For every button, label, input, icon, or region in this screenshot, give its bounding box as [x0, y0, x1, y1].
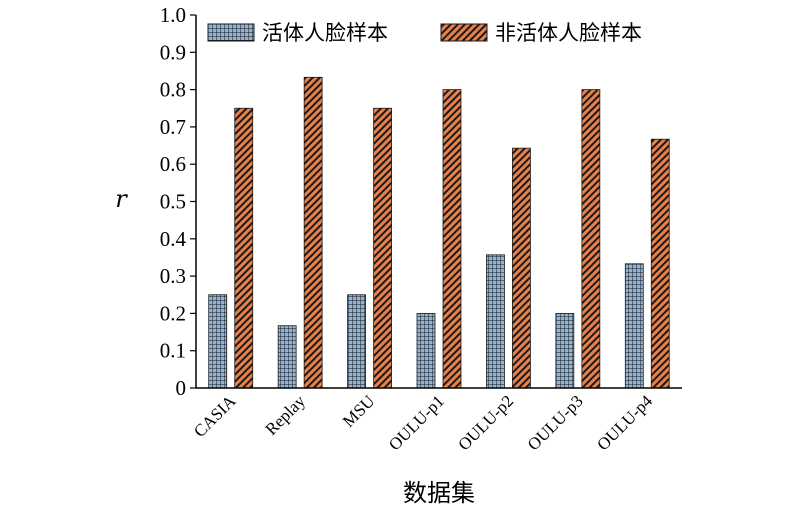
x-tick-label: OULU-p3	[524, 391, 587, 454]
y-tick-label: 0.4	[160, 227, 187, 251]
y-tick-label: 0.2	[160, 301, 186, 325]
bar-spoof-oulu-p2	[512, 147, 531, 389]
y-axis-title: r	[115, 185, 128, 213]
x-tick-label: Replay	[261, 391, 309, 439]
x-tick-label: OULU-p4	[593, 391, 656, 454]
bar-spoof-msu	[373, 107, 392, 389]
y-tick-label: 0.3	[160, 264, 186, 288]
bar-live-msu	[347, 294, 366, 389]
y-tick-label: 0.8	[160, 78, 186, 102]
bar-live-oulu-p3	[555, 312, 575, 389]
bar-live-oulu-p4	[624, 263, 644, 389]
bars-group	[208, 76, 670, 389]
legend-swatch-live	[207, 23, 255, 42]
x-tick-label: MSU	[339, 391, 378, 430]
bar-live-replay	[277, 325, 297, 389]
bar-live-oulu-p2	[486, 254, 505, 389]
bar-spoof-replay	[303, 76, 323, 389]
x-tick-label: CASIA	[190, 391, 240, 441]
bar-live-casia	[208, 294, 228, 389]
y-tick-label: 0.7	[160, 115, 186, 139]
legend-label-live: 活体人脸样本	[262, 21, 388, 45]
y-tick-label: 0.6	[160, 152, 186, 176]
y-tick-label: 0	[176, 376, 187, 400]
legend-swatch-spoof	[440, 23, 488, 42]
x-axis-title: 数据集	[403, 479, 475, 507]
x-tick-label: OULU-p1	[385, 391, 448, 454]
bar-spoof-oulu-p4	[650, 138, 670, 389]
y-tick-label: 1.0	[160, 3, 186, 27]
legend: 活体人脸样本 非活体人脸样本	[207, 21, 642, 45]
bar-spoof-oulu-p3	[581, 89, 601, 389]
bar-live-oulu-p1	[416, 312, 436, 389]
bar-spoof-casia	[234, 107, 254, 389]
y-tick-label: 0.5	[160, 190, 186, 214]
bar-spoof-oulu-p1	[442, 89, 462, 389]
x-tick-label: OULU-p2	[454, 391, 517, 454]
x-axis-labels: CASIA Replay MSU OULU-p1 OULU-p2 OULU-p3 OULU-…	[190, 391, 656, 454]
y-axis-ticks: 0 0.1 0.2 0.3 0.4 0.5 0.6 0.7 0.8 0.9 1.0	[160, 3, 196, 400]
y-tick-label: 0.1	[160, 339, 186, 363]
legend-label-spoof: 非活体人脸样本	[495, 21, 642, 45]
y-tick-label: 0.9	[160, 40, 186, 64]
